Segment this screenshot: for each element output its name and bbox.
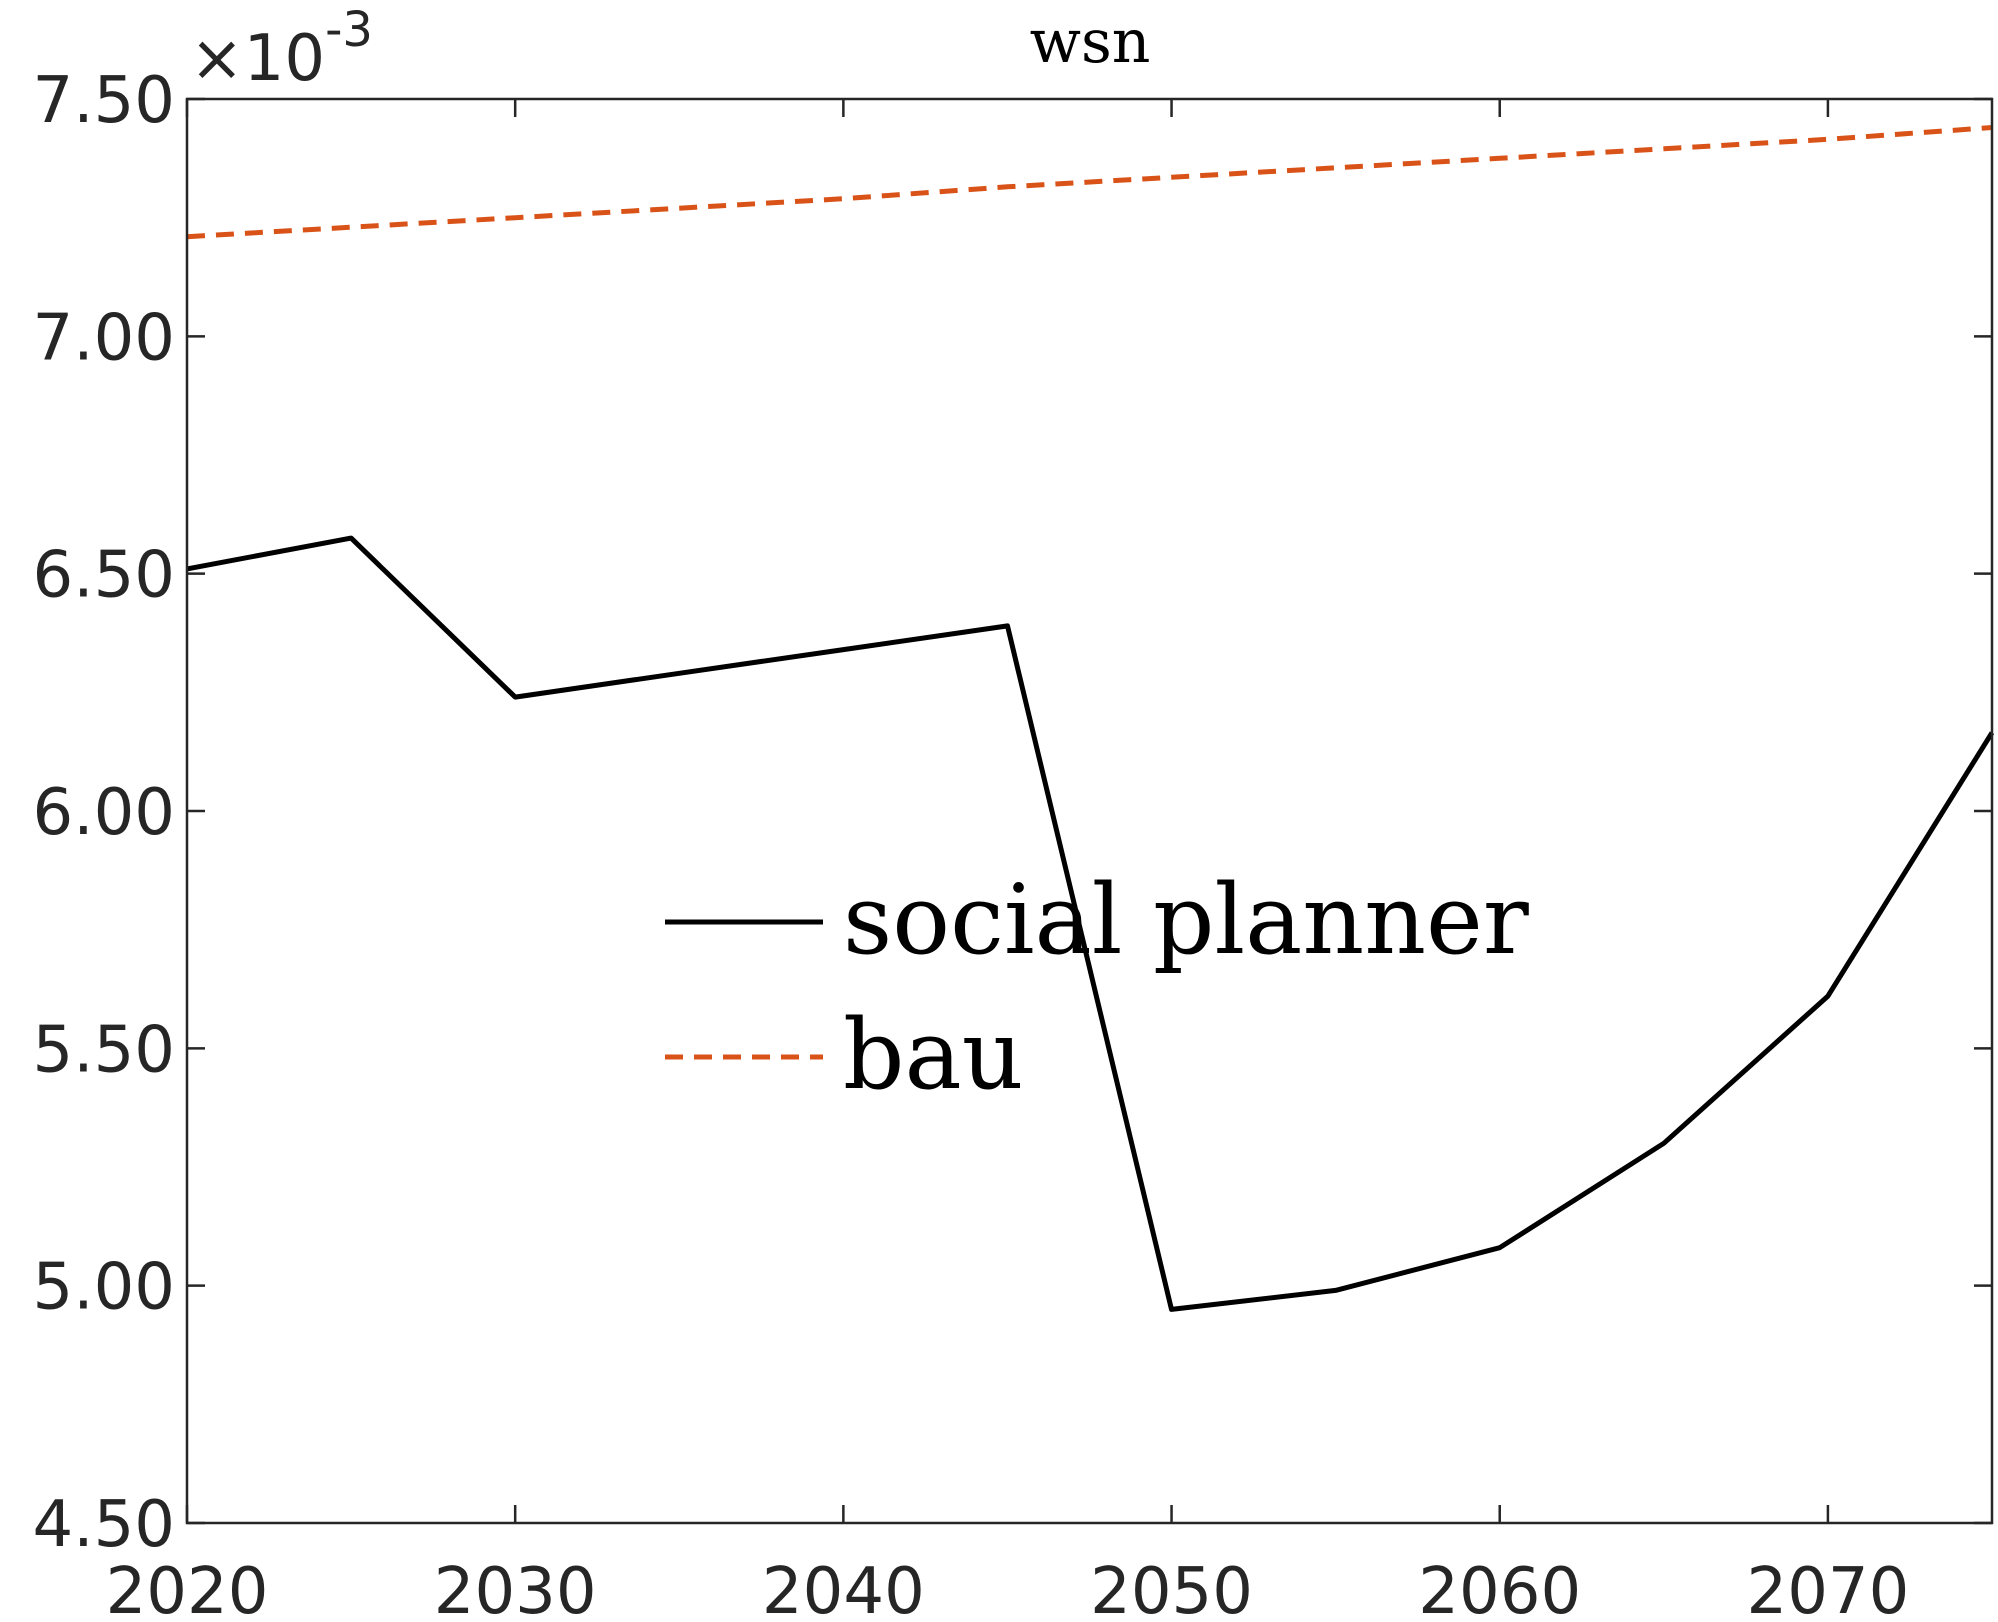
plot-lines [186, 125, 1995, 1312]
y-tick-label: 6.00 [33, 776, 176, 850]
multiplier-base: 10 [244, 22, 325, 96]
x-tick-label: 2050 [1090, 1555, 1253, 1622]
multiplier-times: × [190, 22, 244, 96]
y-tick-label: 7.00 [33, 301, 176, 375]
x-tick-label: 2020 [106, 1555, 269, 1622]
y-tick-label: 5.00 [33, 1251, 176, 1325]
y-tick-label: 6.50 [33, 539, 176, 613]
x-tick-label: 2060 [1418, 1555, 1581, 1622]
chart-title: wsn [1030, 7, 1151, 77]
axes: 2020 2030 2040 2050 2060 2070 4.50 5.00 5.50 6.00… [33, 64, 1994, 1622]
series-line-social-planner [186, 535, 1995, 1312]
y-tick-label: 4.50 [33, 1488, 176, 1562]
series-line-bau [186, 125, 1993, 240]
y-tick-label: 7.50 [33, 64, 176, 138]
y-tick-label: 5.50 [33, 1013, 176, 1087]
y-axis-multiplier: ×10-3 [190, 2, 373, 96]
multiplier-exponent: -3 [325, 2, 373, 58]
x-tick-label: 2030 [434, 1555, 597, 1622]
x-tick-label: 2040 [762, 1555, 925, 1622]
legend-label-bau: bau [843, 999, 1024, 1111]
legend-label-social-planner: social planner [843, 864, 1529, 976]
legend: social planner bau [665, 864, 1529, 1111]
x-tick-label: 2070 [1746, 1555, 1909, 1622]
